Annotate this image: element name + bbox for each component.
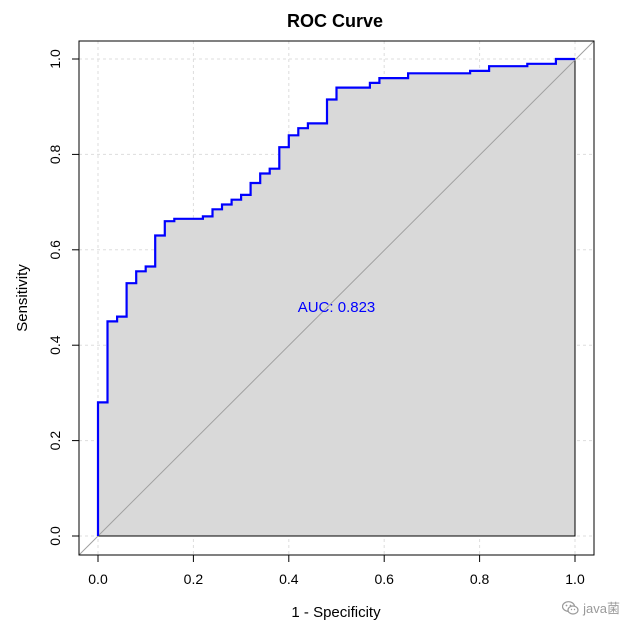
y-tick-label: 0.2 [47,431,63,451]
x-axis: 0.0 0.2 0.4 0.6 0.8 1.0 [88,554,585,587]
y-tick-label: 0.6 [47,240,63,260]
auc-annotation: AUC: 0.823 [298,299,376,316]
y-axis: 0.0 0.2 0.4 0.6 0.8 1.0 [47,49,80,546]
y-tick-label: 0.4 [47,335,63,355]
watermark-text: java菌 [583,601,620,616]
y-tick-label: 0.8 [47,144,63,164]
x-tick-label: 0.0 [88,571,108,587]
chart-title: ROC Curve [287,11,383,31]
x-axis-label: 1 - Specificity [291,604,381,621]
roc-curve-line [96,57,575,536]
y-axis-label: Sensitivity [14,264,31,332]
x-tick-label: 1.0 [565,571,585,587]
x-tick-label: 0.6 [374,571,394,587]
chance-diagonal-line [78,40,595,556]
x-tick-label: 0.4 [279,571,299,587]
watermark: java菌 [562,598,620,617]
wechat-icon [562,600,579,615]
y-tick-label: 0.0 [47,526,63,546]
y-tick-label: 1.0 [47,49,63,69]
x-tick-label: 0.8 [470,571,490,587]
x-tick-label: 0.2 [184,571,204,587]
